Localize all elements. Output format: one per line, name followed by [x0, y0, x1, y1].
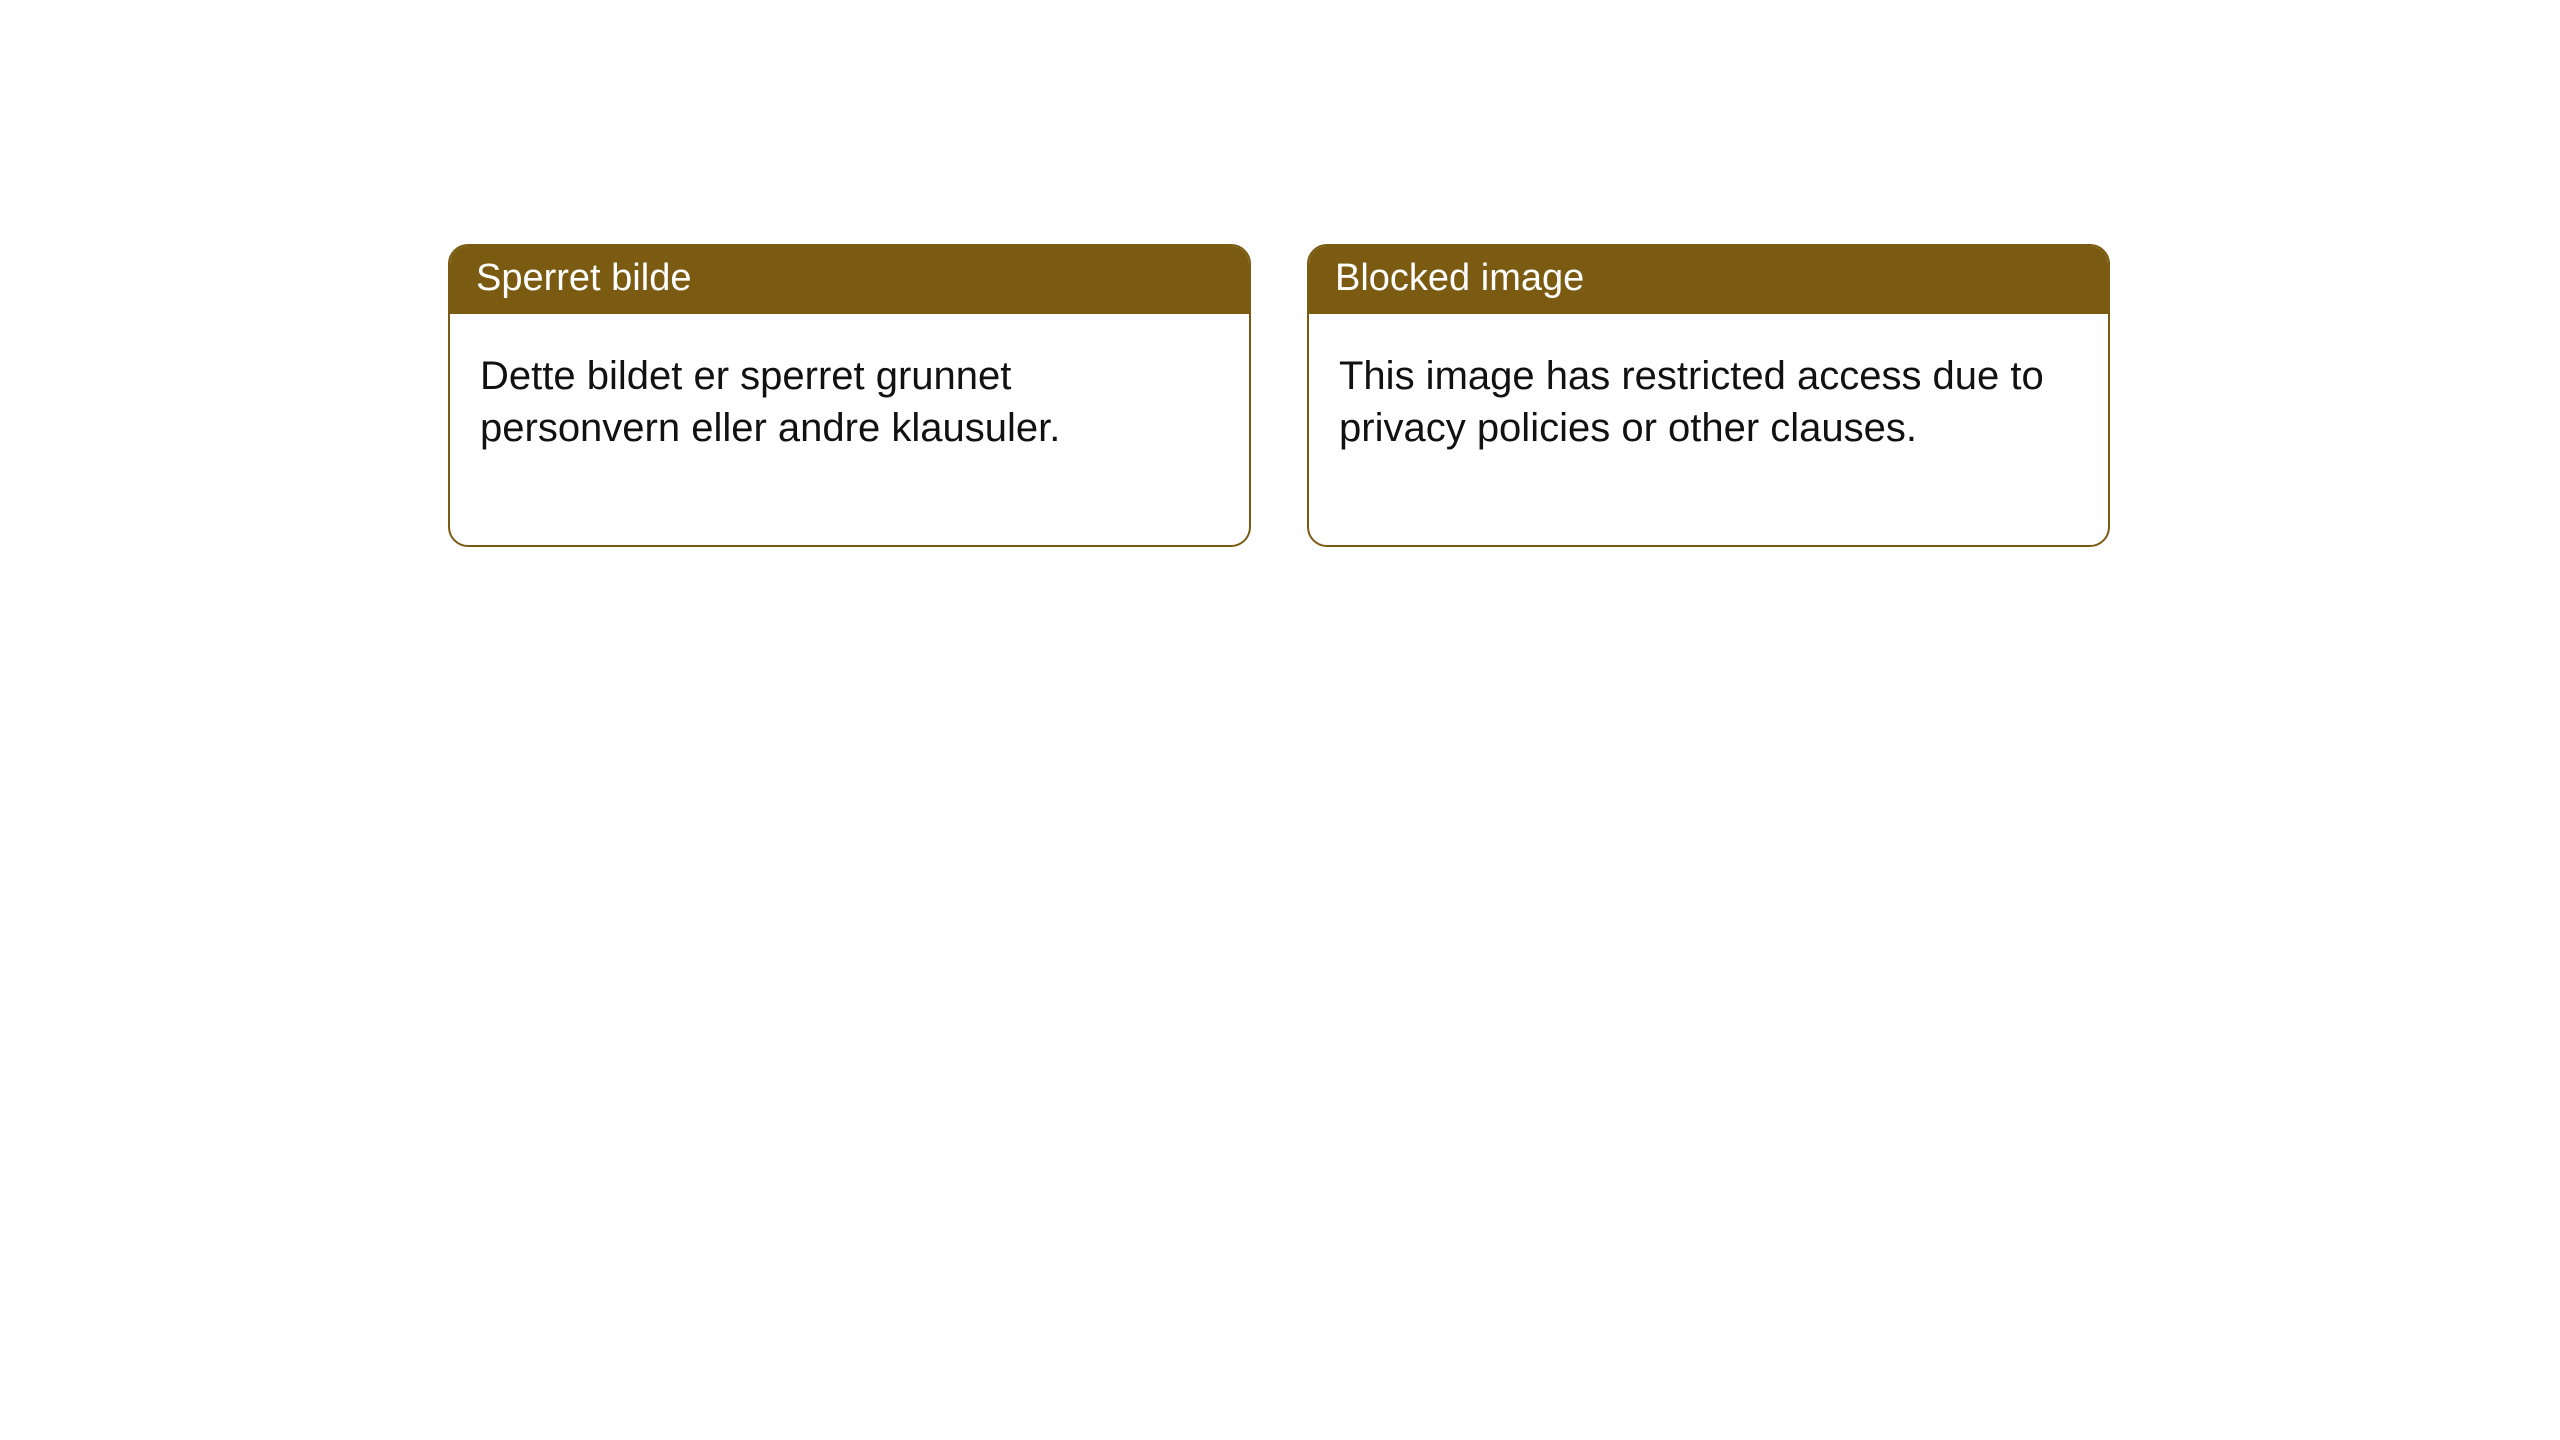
card-title-en: Blocked image — [1309, 246, 2108, 314]
card-body-no: Dette bildet er sperret grunnet personve… — [450, 314, 1249, 546]
blocked-image-card-en: Blocked image This image has restricted … — [1307, 244, 2110, 547]
card-body-en: This image has restricted access due to … — [1309, 314, 2108, 546]
notice-cards-container: Sperret bilde Dette bildet er sperret gr… — [0, 0, 2560, 547]
card-title-no: Sperret bilde — [450, 246, 1249, 314]
blocked-image-card-no: Sperret bilde Dette bildet er sperret gr… — [448, 244, 1251, 547]
